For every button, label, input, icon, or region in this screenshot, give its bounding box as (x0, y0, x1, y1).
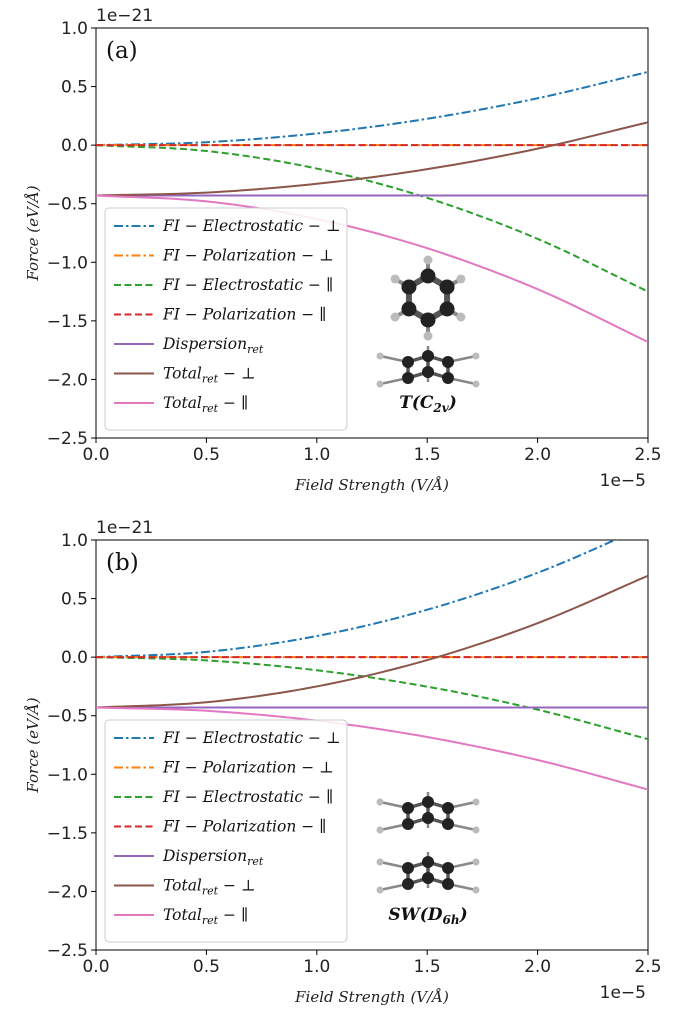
series-line-2 (96, 656, 648, 741)
series-line-0 (96, 70, 648, 147)
molecule-label: T(C2v) (399, 393, 457, 415)
y-offset-text: 1e−21 (96, 6, 153, 26)
panel-label: (a) (106, 38, 138, 64)
y-tick-label: −0.5 (47, 195, 88, 215)
y-tick-label: 0.5 (61, 590, 88, 610)
plot-frame (95, 539, 649, 951)
legend-entry-1: FI − Polarization − ⊥ (162, 759, 334, 777)
benzene-upright-icon (390, 255, 466, 341)
x-tick-label: 0.0 (82, 957, 109, 977)
legend: FI − Electrostatic − ⊥ FI − Polarization … (104, 207, 348, 431)
y-tick-label: 1.0 (61, 19, 88, 39)
x-tick-label: 1.0 (303, 957, 330, 977)
y-tick-label: 0.5 (61, 78, 88, 98)
y-tick-label: 0.0 (61, 648, 88, 668)
series-lines (96, 540, 648, 791)
y-axis-label: Force (eV/Å) (24, 697, 42, 793)
x-tick-label: 0.5 (193, 957, 220, 977)
x-offset-text: 1e−5 (600, 983, 646, 1003)
y-tick-label: −1.5 (47, 312, 88, 332)
legend: FI − Electrostatic − ⊥ FI − Polarization … (104, 719, 348, 943)
x-axis-label: Field Strength (V/Å) (294, 476, 449, 494)
y-tick-label: 0.0 (61, 136, 88, 156)
x-tick-label: 2.5 (634, 445, 661, 465)
y-tick-label: −2.0 (47, 370, 88, 390)
x-tick-label: 1.5 (414, 957, 441, 977)
x-tick-label: 2.5 (634, 957, 661, 977)
legend-box (104, 719, 348, 943)
series-lines (96, 70, 648, 343)
x-tick-label: 1.5 (414, 445, 441, 465)
x-tick-label: 0.5 (193, 445, 220, 465)
legend-box (104, 207, 348, 431)
series-line-6 (96, 706, 648, 791)
legend-entry-1: FI − Polarization − ⊥ (162, 247, 334, 265)
x-offset-text: 1e−5 (600, 471, 646, 491)
y-tick-label: −2.0 (47, 882, 88, 902)
series-line-6 (96, 194, 648, 343)
x-axis-label: Field Strength (V/Å) (294, 988, 449, 1006)
y-tick-label: −1.0 (47, 253, 88, 273)
legend-entry-5: Totalret − ⊥ (163, 365, 256, 386)
legend-entry-6: Totalret − ∥ (163, 394, 248, 415)
legend-entry-6: Totalret − ∥ (163, 906, 248, 927)
y-tick-label: −0.5 (47, 707, 88, 727)
legend-entry-3: FI − Polarization − ∥ (162, 818, 326, 836)
y-tick-label: −1.5 (47, 824, 88, 844)
molecule-label: SW(D6h) (388, 905, 467, 927)
series-line-0 (96, 540, 618, 659)
benzene-bottom-icon (376, 852, 480, 894)
x-tick-label: 2.0 (524, 957, 551, 977)
y-tick-label: 1.0 (61, 531, 88, 551)
panel-label: (b) (106, 550, 139, 576)
legend-entry-4: Dispersionret (162, 335, 264, 356)
y-axis-label: Force (eV/Å) (24, 185, 42, 281)
legend-entry-5: Totalret − ⊥ (163, 877, 256, 898)
legend-entry-0: FI − Electrostatic − ⊥ (162, 217, 341, 235)
chart-panel-a: 0.0 0.5 1.0 1.5 2.0 2.5 1.0 0.5 0.0 −0.5 −1.0 −1.5 −… (24, 6, 662, 494)
series-line-5 (96, 574, 648, 709)
legend-entry-2: FI − Electrostatic − ∥ (162, 788, 333, 806)
x-tick-label: 0.0 (82, 445, 109, 465)
x-tick-label: 1.0 (303, 445, 330, 465)
plot-frame (95, 27, 649, 439)
y-tick-label: −2.5 (47, 429, 88, 449)
benzene-top-icon (376, 792, 480, 834)
y-tick-label: −1.0 (47, 765, 88, 785)
series-line-2 (96, 144, 648, 293)
legend-entry-2: FI − Electrostatic − ∥ (162, 276, 333, 294)
legend-entry-0: FI − Electrostatic − ⊥ (162, 729, 341, 747)
x-tick-label: 2.0 (524, 445, 551, 465)
y-tick-label: −2.5 (47, 941, 88, 961)
benzene-flat-icon (376, 346, 480, 388)
chart-panel-b: 0.0 0.5 1.0 1.5 2.0 2.5 1.0 0.5 0.0 −0.5 −1.0 −1.5 −… (24, 518, 662, 1006)
legend-entry-4: Dispersionret (162, 847, 264, 868)
legend-entry-3: FI − Polarization − ∥ (162, 306, 326, 324)
y-offset-text: 1e−21 (96, 518, 153, 538)
series-line-5 (96, 121, 648, 197)
